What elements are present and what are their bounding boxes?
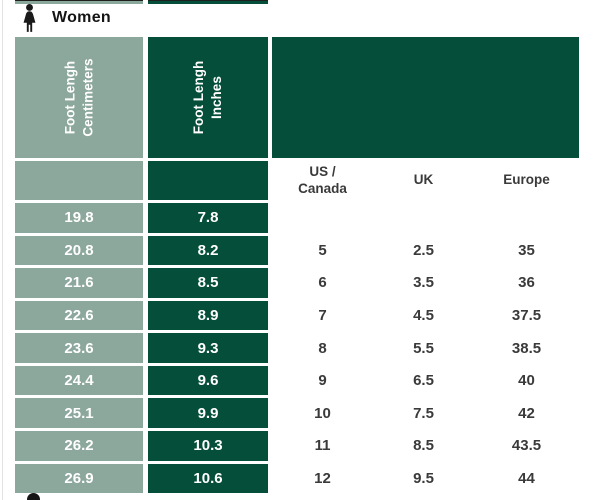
next-section-icon-partial <box>27 493 40 500</box>
cell-uk-size: 7.5 <box>413 404 434 422</box>
cell-us-canada-size: 6 <box>318 274 327 292</box>
cell-uk-size: 3.5 <box>413 274 434 292</box>
cell-europe-size <box>474 203 579 233</box>
table-header-regions-row: US / Canada UK Europe <box>15 161 579 200</box>
cell-foot-length-cm: 20.8 <box>15 235 143 266</box>
cell-europe-size: 44 <box>518 469 535 487</box>
cell-foot-length-cm: 25.1 <box>15 398 143 428</box>
cell-uk-size: 8.5 <box>413 437 434 455</box>
cell-us-canada-size: 9 <box>318 372 327 390</box>
cell-foot-length-cm: 22.6 <box>15 300 143 331</box>
cell-us-canada-size <box>272 203 373 233</box>
cell-europe-size: 38.5 <box>511 339 542 357</box>
cell-us-canada-size: 11 <box>314 437 331 455</box>
cell-uk-size: 9.5 <box>413 469 434 487</box>
cell-uk-size: 6.5 <box>413 372 434 390</box>
previous-table-cell-cm <box>15 0 143 4</box>
cell-uk-size: 5.5 <box>413 339 434 357</box>
section-title: Women <box>52 8 111 26</box>
table-row: 26.2 10.3 11 8.5 43.5 <box>15 430 579 461</box>
header-empty-cm <box>15 161 143 200</box>
cell-foot-length-inches: 9.3 <box>148 333 268 363</box>
header-foot-length-inches: Foot Lengh Inches <box>148 37 268 158</box>
header-uk: UK <box>413 172 434 188</box>
cell-foot-length-cm: 26.9 <box>15 463 143 494</box>
cell-foot-length-inches: 9.6 <box>148 365 268 396</box>
cell-foot-length-inches: 8.2 <box>148 235 268 266</box>
table-row: 26.9 10.6 12 9.5 44 <box>15 463 579 494</box>
cell-europe-size: 35 <box>518 241 535 259</box>
header-europe: Europe <box>503 172 550 188</box>
cell-foot-length-inches: 8.5 <box>148 268 268 298</box>
header-foot-length-inches-label: Foot Lengh Inches <box>191 60 224 135</box>
table-body: 19.8 7.8 20.8 8.2 5 2.5 35 21.6 8.5 6 3.5 36 22.6 8.9… <box>15 203 579 494</box>
cell-europe-size: 43.5 <box>511 437 542 455</box>
previous-table-edge <box>15 0 579 4</box>
cell-us-canada-size: 10 <box>314 404 331 422</box>
gap <box>474 0 579 4</box>
header-foot-length-cm: Foot Lengh Centimeters <box>15 37 143 158</box>
table-row: 25.1 9.9 10 7.5 42 <box>15 398 579 428</box>
cell-foot-length-inches: 10.3 <box>148 430 268 461</box>
cell-foot-length-cm: 24.4 <box>15 365 143 396</box>
cell-foot-length-inches: 7.8 <box>148 203 268 233</box>
cell-uk-size: 4.5 <box>413 306 434 324</box>
table-row: 20.8 8.2 5 2.5 35 <box>15 235 579 266</box>
header-empty-inches <box>148 161 268 200</box>
table-row: 24.4 9.6 9 6.5 40 <box>15 365 579 396</box>
cell-europe-size: 37.5 <box>511 306 542 324</box>
table-header-rotated-row: Foot Lengh Centimeters Foot Lengh Inches <box>15 37 579 158</box>
cell-europe-size: 36 <box>518 274 535 292</box>
header-foot-length-cm-label: Foot Lengh Centimeters <box>62 58 95 137</box>
cell-foot-length-cm: 23.6 <box>15 333 143 363</box>
table-row: 19.8 7.8 <box>15 203 579 233</box>
cell-foot-length-inches: 8.9 <box>148 300 268 331</box>
previous-table-cell-inch <box>148 0 268 4</box>
left-border-line <box>2 0 3 500</box>
cell-us-canada-size: 12 <box>314 469 331 487</box>
cell-uk-size: 2.5 <box>413 241 434 259</box>
woman-icon <box>23 3 36 32</box>
cell-us-canada-size: 5 <box>318 241 327 259</box>
cell-uk-size <box>373 203 474 233</box>
cell-foot-length-cm: 21.6 <box>15 268 143 298</box>
cell-europe-size: 42 <box>518 404 535 422</box>
cell-foot-length-inches: 9.9 <box>148 398 268 428</box>
table-row: 22.6 8.9 7 4.5 37.5 <box>15 300 579 331</box>
section-header: Women <box>18 2 111 33</box>
cell-foot-length-cm: 19.8 <box>15 203 143 233</box>
cell-us-canada-size: 7 <box>318 306 327 324</box>
header-us-canada: US / Canada <box>298 164 347 196</box>
cell-foot-length-cm: 26.2 <box>15 430 143 461</box>
header-sizes-block <box>272 37 579 158</box>
cell-foot-length-inches: 10.6 <box>148 463 268 494</box>
table-row: 21.6 8.5 6 3.5 36 <box>15 268 579 298</box>
gap <box>272 0 373 4</box>
cell-europe-size: 40 <box>518 372 535 390</box>
gap <box>373 0 474 4</box>
table-row: 23.6 9.3 8 5.5 38.5 <box>15 333 579 363</box>
cell-us-canada-size: 8 <box>318 339 327 357</box>
